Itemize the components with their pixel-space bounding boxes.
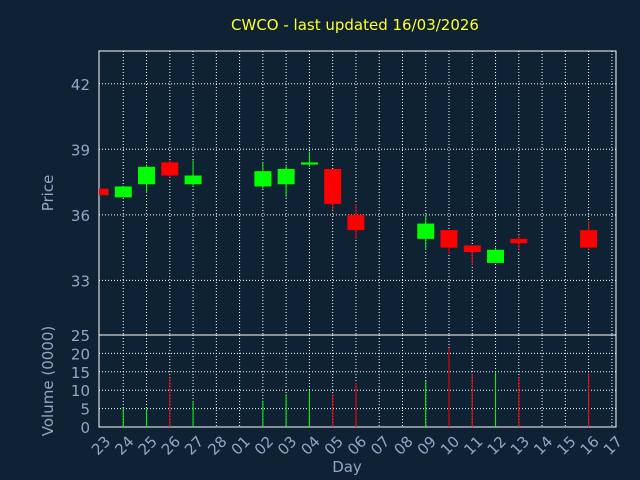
- price-grid: [99, 51, 616, 335]
- candles: [99, 151, 598, 266]
- candle-body: [324, 168, 342, 204]
- volume-y-tick-label: 5: [80, 401, 90, 419]
- candle-body: [417, 223, 435, 239]
- candle-body: [184, 175, 202, 185]
- price-plot-frame: [98, 50, 617, 336]
- x-tick-label: 17: [600, 433, 626, 459]
- candle-body: [300, 162, 318, 165]
- candle-body: [440, 230, 458, 248]
- volume-y-tick-label: 10: [71, 382, 90, 400]
- volume-plot-frame: [98, 334, 617, 428]
- volume-axis-label: Volume (0000): [39, 326, 57, 436]
- price-y-tick-label: 36: [71, 207, 90, 225]
- candle-body: [580, 230, 598, 248]
- volume-y-tick-label: 25: [71, 327, 90, 345]
- candle-body: [254, 171, 272, 187]
- volume-y-tick-label: 0: [80, 419, 90, 437]
- candle-body: [510, 238, 528, 244]
- candle-body: [138, 166, 156, 185]
- candle-body: [161, 162, 179, 176]
- volume-y-tick-label: 15: [71, 364, 90, 382]
- price-y-tick-label: 39: [71, 141, 90, 159]
- x-axis-label: Day: [332, 458, 362, 476]
- volume-bars: [122, 347, 590, 427]
- volume-y-tick-label: 20: [71, 345, 90, 363]
- candle-body: [99, 188, 109, 196]
- volume-grid: [99, 335, 616, 427]
- price-y-tick-label: 42: [71, 76, 90, 94]
- x-ticks: 2324252627280102030405060708091011121314…: [88, 433, 626, 459]
- price-y-tick-label: 33: [71, 272, 90, 290]
- chart-title: CWCO - last updated 16/03/2026: [231, 16, 479, 34]
- candle-body: [347, 214, 365, 231]
- candle-body: [463, 245, 481, 252]
- candle-body: [487, 249, 505, 263]
- candle-body: [114, 186, 132, 198]
- candle-body: [277, 168, 295, 185]
- price-y-ticks: 33 36 39 42: [71, 76, 90, 291]
- price-axis-label: Price: [39, 175, 57, 212]
